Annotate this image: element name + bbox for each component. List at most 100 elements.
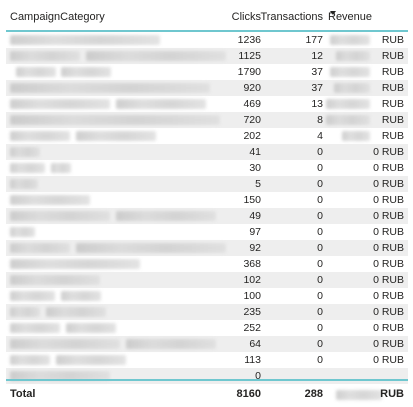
redacted-campaign-category <box>86 51 226 61</box>
table-row[interactable]: 920 37 RUB <box>6 80 408 96</box>
total-label: Total <box>10 388 36 400</box>
redacted-campaign-category <box>126 339 216 349</box>
cell-transactions: 0 <box>317 274 323 286</box>
cell-clicks: 92 <box>249 242 261 254</box>
cell-transactions: 13 <box>311 98 323 110</box>
cell-transactions: 0 <box>317 146 323 158</box>
redacted-campaign-category <box>10 243 70 253</box>
table-row[interactable]: 5 0 0 RUB <box>6 176 408 192</box>
table-row[interactable]: 1125 12 RUB <box>6 48 408 64</box>
redacted-campaign-category <box>61 67 111 77</box>
cell-clicks: 920 <box>243 82 261 94</box>
cell-transactions: 4 <box>317 130 323 142</box>
cell-transactions: 0 <box>317 258 323 270</box>
header-revenue[interactable]: Revenue <box>328 11 373 23</box>
cell-clicks: 5 <box>255 178 261 190</box>
table-row[interactable]: 1236 177 RUB <box>6 32 408 48</box>
table-row[interactable]: 102 0 0 RUB <box>6 272 408 288</box>
redacted-campaign-category <box>10 83 210 93</box>
table-row[interactable]: 100 0 0 RUB <box>6 288 408 304</box>
cell-clicks: 469 <box>243 98 261 110</box>
cell-transactions: 0 <box>317 178 323 190</box>
cell-transactions: 0 <box>317 306 323 318</box>
table-row[interactable]: 469 13 RUB <box>6 96 408 112</box>
cell-transactions: 0 <box>317 194 323 206</box>
table-row[interactable]: 202 4 RUB <box>6 128 408 144</box>
redacted-campaign-category <box>10 323 60 333</box>
header-transactions[interactable]: Transactions <box>260 11 323 23</box>
redacted-campaign-category <box>10 259 140 269</box>
cell-transactions: 8 <box>317 114 323 126</box>
table-header: CampaignCategory Clicks Transactions Rev… <box>6 0 408 32</box>
redacted-campaign-category <box>16 67 56 77</box>
redacted-campaign-category <box>10 35 160 45</box>
cell-clicks: 30 <box>249 162 261 174</box>
cell-clicks: 1790 <box>237 66 261 78</box>
table-row[interactable]: 113 0 0 RUB <box>6 352 408 368</box>
cell-clicks: 113 <box>244 354 261 366</box>
redacted-campaign-category <box>10 371 110 381</box>
redacted-campaign-category <box>10 51 80 61</box>
cell-transactions: 0 <box>317 290 323 302</box>
redacted-campaign-category <box>56 355 126 365</box>
cell-transactions: 37 <box>311 82 323 94</box>
cell-revenue: 0 RUB <box>373 226 404 238</box>
table-row[interactable]: 97 0 0 RUB <box>6 224 408 240</box>
cell-clicks: 0 <box>255 370 261 382</box>
cell-transactions: 37 <box>311 66 323 78</box>
table-row[interactable]: 30 0 0 RUB <box>6 160 408 176</box>
redacted-campaign-category <box>10 275 100 285</box>
redacted-campaign-category <box>10 339 120 349</box>
redacted-revenue <box>326 99 370 109</box>
redacted-campaign-category <box>10 307 40 317</box>
redacted-campaign-category <box>46 307 106 317</box>
sort-descending-icon[interactable] <box>330 11 336 15</box>
table-row[interactable]: 49 0 0 RUB <box>6 208 408 224</box>
redacted-campaign-category <box>61 291 101 301</box>
cell-revenue: 0 RUB <box>373 162 404 174</box>
cell-revenue: 0 RUB <box>373 274 404 286</box>
cell-clicks: 235 <box>243 306 261 318</box>
table-row[interactable]: 368 0 0 RUB <box>6 256 408 272</box>
cell-clicks: 102 <box>243 274 261 286</box>
cell-clicks: 368 <box>243 258 261 270</box>
cell-revenue: 0 RUB <box>373 338 404 350</box>
cell-transactions: 177 <box>305 34 323 46</box>
cell-revenue: 0 RUB <box>373 290 404 302</box>
cell-revenue: RUB <box>381 82 404 94</box>
redacted-campaign-category <box>10 195 90 205</box>
cell-revenue: 0 RUB <box>373 146 404 158</box>
header-clicks[interactable]: Clicks <box>231 11 261 23</box>
cell-clicks: 100 <box>243 290 261 302</box>
cell-clicks: 1125 <box>238 50 261 62</box>
redacted-revenue <box>330 35 370 45</box>
table-row[interactable]: 64 0 0 RUB <box>6 336 408 352</box>
table-row[interactable]: 41 0 0 RUB <box>6 144 408 160</box>
cell-revenue: 0 RUB <box>373 258 404 270</box>
redacted-campaign-category <box>116 99 206 109</box>
table-row[interactable]: 150 0 0 RUB <box>6 192 408 208</box>
redacted-revenue <box>334 83 370 93</box>
cell-clicks: 252 <box>243 322 261 334</box>
cell-clicks: 202 <box>243 130 261 142</box>
cell-revenue: 0 RUB <box>373 178 404 190</box>
cell-clicks: 41 <box>249 146 261 158</box>
cell-transactions: 12 <box>311 50 323 62</box>
redacted-campaign-category <box>10 291 55 301</box>
cell-revenue: 0 RUB <box>373 306 404 318</box>
table-row[interactable]: 720 8 RUB <box>6 112 408 128</box>
redacted-campaign-category <box>116 211 216 221</box>
table-row[interactable]: 252 0 0 RUB <box>6 320 408 336</box>
table-row[interactable]: 235 0 0 RUB <box>6 304 408 320</box>
header-campaign-category[interactable]: CampaignCategory <box>10 11 105 23</box>
redacted-campaign-category <box>10 355 50 365</box>
table-row[interactable]: 1790 37 RUB <box>6 64 408 80</box>
table-row[interactable]: 92 0 0 RUB <box>6 240 408 256</box>
redacted-campaign-category <box>10 147 40 157</box>
redacted-campaign-category <box>10 131 70 141</box>
cell-clicks: 720 <box>243 114 261 126</box>
redacted-revenue <box>342 131 370 141</box>
cell-clicks: 97 <box>249 226 261 238</box>
total-transactions: 288 <box>304 388 323 400</box>
cell-revenue: 0 RUB <box>373 194 404 206</box>
